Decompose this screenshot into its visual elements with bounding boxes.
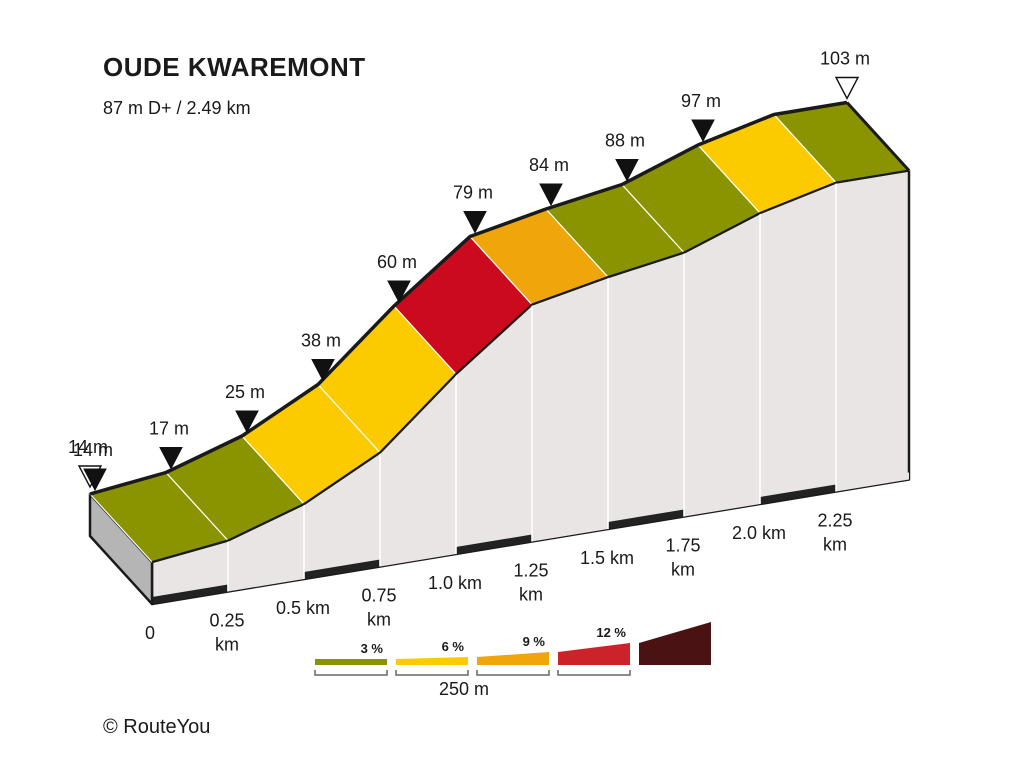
elevation-label: 38 m [301,331,341,351]
copyright-notice: © RouteYou [103,716,211,738]
split-marker-icon [691,119,715,143]
elevation-label: 60 m [377,252,417,272]
chart-title: OUDE KWAREMONT [103,52,366,82]
base-strip-segment [836,472,909,492]
legend-label: 6 % [442,639,465,654]
distance-label: 2.0 km [732,523,786,543]
scale-bracket [395,670,469,676]
distance-label: km [519,585,543,605]
legend-label: 3 % [361,641,384,656]
legend-swatch [558,643,630,665]
base-strip-segment [152,584,228,604]
scale-label: 250 m [439,679,489,699]
split-marker-icon [539,183,563,207]
elevation-label: 103 m [820,49,870,69]
elevation-label: 79 m [453,183,493,203]
elevation-label: 25 m [225,382,265,402]
base-strip-segment [456,534,532,554]
base-strip-segment [304,559,380,579]
elevation-label: 14 m [73,440,113,460]
base-strip-segment [228,572,304,592]
split-marker-icon [83,468,107,492]
elevation-label: 17 m [149,419,189,439]
distance-label: 1.25 [513,561,548,581]
legend-label: 9 % [523,634,546,649]
distance-label: km [367,610,391,630]
distance-label: 2.25 [817,511,852,531]
distance-label: 1.0 km [428,573,482,593]
base-strip-segment [608,509,684,529]
elevation-label: 88 m [605,131,645,151]
legend-swatch [396,657,468,665]
split-marker-icon [159,447,183,470]
base-strip-segment [684,497,760,517]
base-strip-segment [380,547,456,567]
distance-label: km [823,535,847,555]
split-marker-icon [615,159,639,182]
scale-bracket [476,670,550,676]
base-strip-segment [760,484,836,504]
distance-label: km [215,635,239,655]
split-marker-icon [463,211,487,234]
split-marker-icon [235,410,259,434]
profile-back-edge [89,100,848,496]
base-strip-segment [532,522,608,542]
scale-bracket [314,670,388,676]
legend-label: 12 % [596,625,626,640]
legend-swatch [639,622,711,665]
hollow-marker-icon [834,76,860,101]
profile-right-edge [845,101,911,172]
split-marker-icon [311,359,335,382]
profile-front-edge [151,169,910,563]
distance-label: 1.75 [665,536,700,556]
distance-label: 0.25 [209,611,244,631]
legend-swatch [477,652,549,665]
elevation-label: 14 m [68,437,108,457]
distance-label: 0.75 [361,586,396,606]
chart-subtitle: 87 m D+ / 2.49 km [103,98,251,118]
distance-label: km [671,560,695,580]
distance-label: 0 [145,623,155,643]
elevation-label: 97 m [681,91,721,111]
split-marker-icon [387,280,411,304]
elevation-label: 84 m [529,155,569,175]
scale-bracket [557,670,631,676]
distance-label: 1.5 km [580,548,634,568]
legend-swatch [315,659,387,665]
distance-label: 0.5 km [276,598,330,618]
